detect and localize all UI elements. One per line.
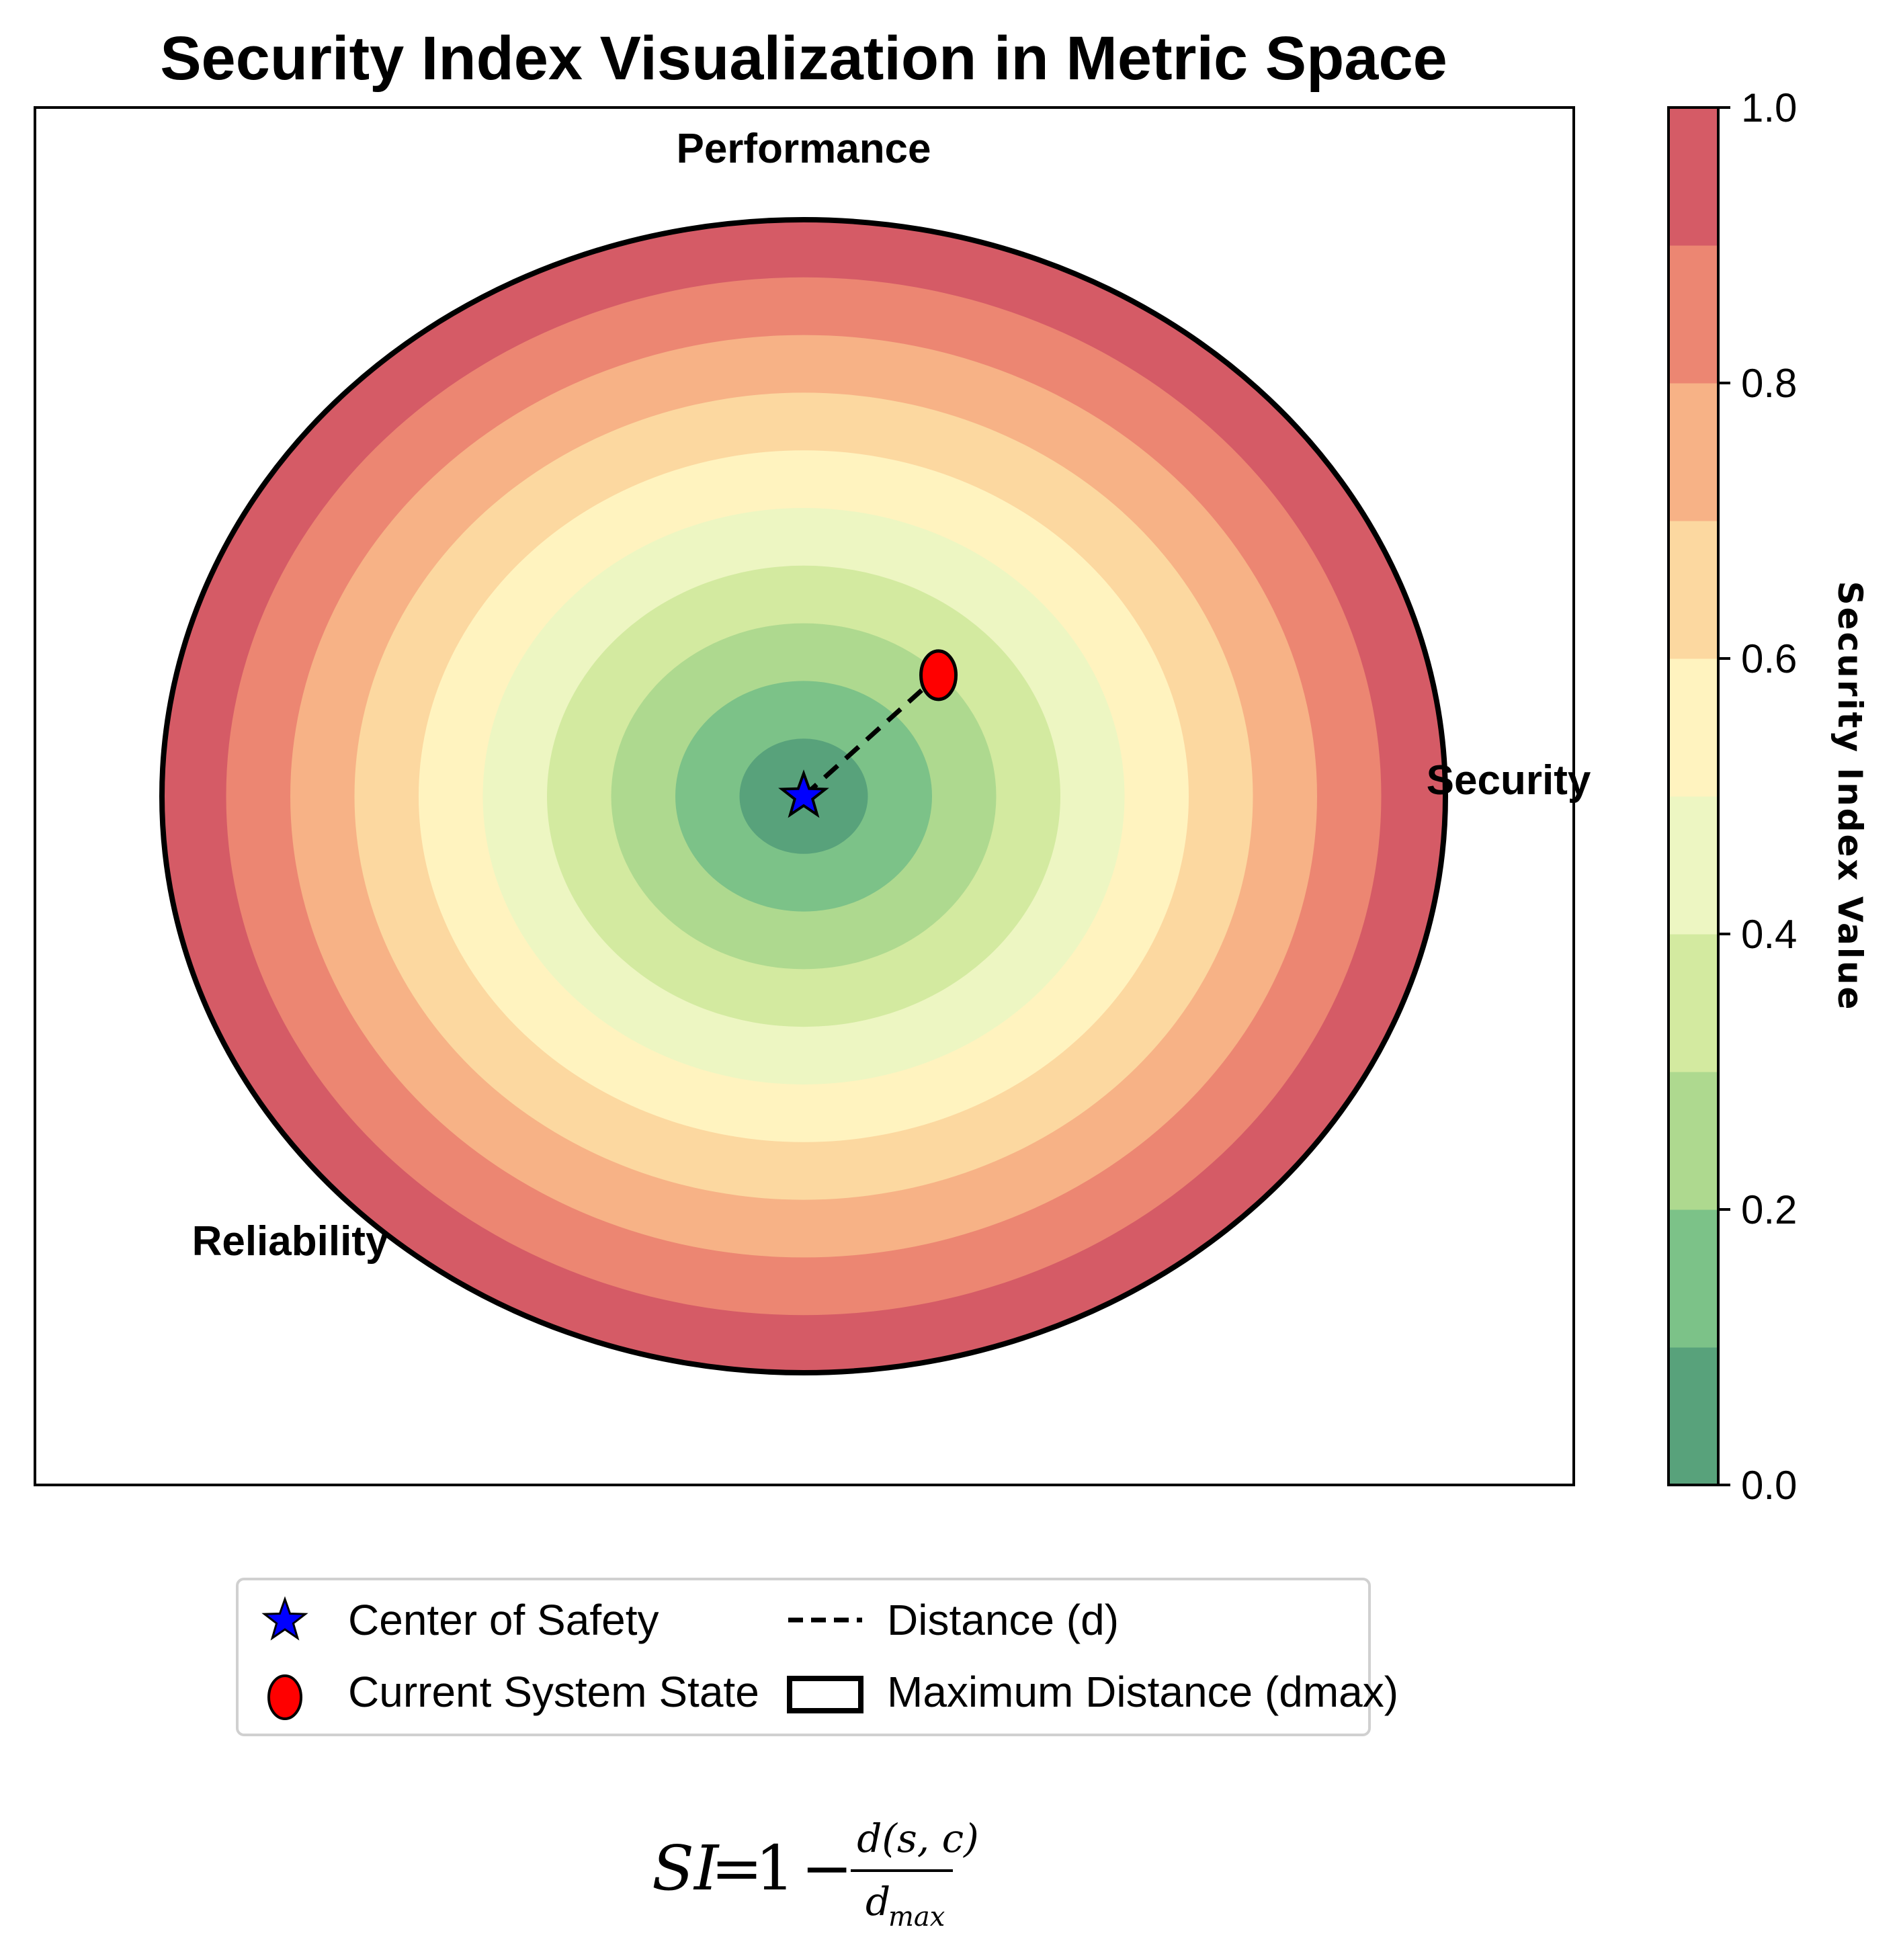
legend-star-icon (261, 1596, 308, 1641)
colorbar-frame (1667, 106, 1720, 1486)
colorbar-segment-5 (1669, 658, 1718, 797)
colorbar-ticks: 0.0 0.2 0.4 0.6 0.8 1.0 (1718, 85, 1797, 1508)
colorbar-segment-4 (1669, 796, 1718, 935)
colorbar-segment-1 (1669, 1209, 1718, 1348)
legend-frame (236, 1578, 1371, 1736)
formula-one: 1 (755, 1832, 795, 1904)
colorbar-tick-label: 1.0 (1741, 85, 1797, 130)
center-of-safety-star-icon (778, 769, 829, 818)
formula-numerator: d(s, c) (857, 1816, 979, 1861)
legend-circle-icon (267, 1674, 302, 1720)
colorbar-segment-9 (1669, 108, 1718, 246)
legend-label-center: Center of Safety (348, 1596, 659, 1644)
legend: Center of Safety Current System State Di… (236, 1578, 1398, 1736)
colorbar-segment-0 (1669, 1347, 1718, 1486)
colorbar (1669, 108, 1718, 1486)
colorbar-label: Security Index Value (1830, 581, 1869, 1012)
formula-minus: − (801, 1832, 853, 1904)
legend-label-state: Current System State (348, 1668, 759, 1716)
formula: SI = 1 − d(s, c) d max (652, 1816, 979, 1932)
legend-outline-box-icon (787, 1676, 863, 1713)
label-performance: Performance (676, 126, 931, 172)
formula-lhs: SI (652, 1832, 720, 1904)
max-distance-boundary (159, 217, 1448, 1375)
colorbar-segment-6 (1669, 521, 1718, 659)
colorbar-segment-2 (1669, 1072, 1718, 1210)
colorbar-tick-label: 0.0 (1741, 1463, 1797, 1508)
label-reliability: Reliability (192, 1218, 389, 1265)
colorbar-segment-8 (1669, 245, 1718, 384)
formula-denominator-sub: max (888, 1902, 945, 1932)
legend-label-distance: Distance (d) (887, 1596, 1119, 1644)
colorbar-tick-label: 0.4 (1741, 912, 1797, 957)
plot-frame (34, 106, 1575, 1486)
label-security: Security (1427, 757, 1591, 804)
colorbar-segment-3 (1669, 934, 1718, 1072)
current-system-state-marker (919, 649, 958, 701)
distance-line (802, 673, 940, 798)
formula-denominator: d (866, 1879, 890, 1924)
colorbar-tick-label: 0.2 (1741, 1187, 1797, 1232)
colorbar-tick-label: 0.6 (1741, 636, 1797, 681)
colorbar-segment-7 (1669, 383, 1718, 521)
legend-label-dmax: Maximum Distance (dmax) (887, 1668, 1398, 1716)
colorbar-tick-label: 0.8 (1741, 361, 1797, 406)
formula-equals: = (711, 1832, 763, 1904)
chart-title: Security Index Visualization in Metric S… (160, 24, 1447, 93)
